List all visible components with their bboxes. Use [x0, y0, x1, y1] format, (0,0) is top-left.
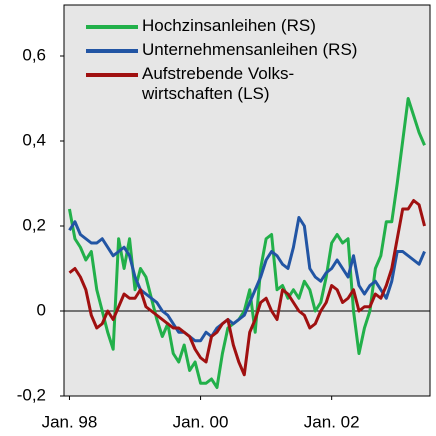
legend-swatch [86, 25, 138, 29]
legend-entry: Hochzinsanleihen (RS) [86, 16, 357, 36]
series-line [68, 216, 426, 343]
y-tick-label: 0,2 [22, 215, 46, 234]
series-line [68, 199, 426, 377]
legend-swatch [86, 73, 138, 77]
legend-entry: Unternehmensanleihen (RS) [86, 40, 357, 60]
legend-label: Unternehmensanleihen (RS) [142, 40, 358, 59]
y-tick-label: 0 [37, 300, 46, 319]
x-tick-label: Jan. 98 [42, 412, 98, 431]
series-line [67, 97, 426, 389]
x-tick-label: Jan. 02 [304, 412, 360, 431]
y-tick-label: 0,6 [22, 45, 46, 64]
legend-entry: Aufstrebende Volks- wirtschaften (LS) [86, 64, 357, 104]
legend-label: Aufstrebende Volks- wirtschaften (LS) [142, 64, 295, 103]
y-tick-label: -0,2 [17, 385, 46, 404]
legend: Hochzinsanleihen (RS) Unternehmensanleihe… [86, 16, 357, 108]
legend-label: Hochzinsanleihen (RS) [142, 16, 316, 35]
y-tick-label: 0,4 [22, 130, 46, 149]
plot-area [63, 4, 431, 397]
legend-swatch [86, 49, 138, 53]
x-tick-label: Jan. 00 [173, 412, 229, 431]
